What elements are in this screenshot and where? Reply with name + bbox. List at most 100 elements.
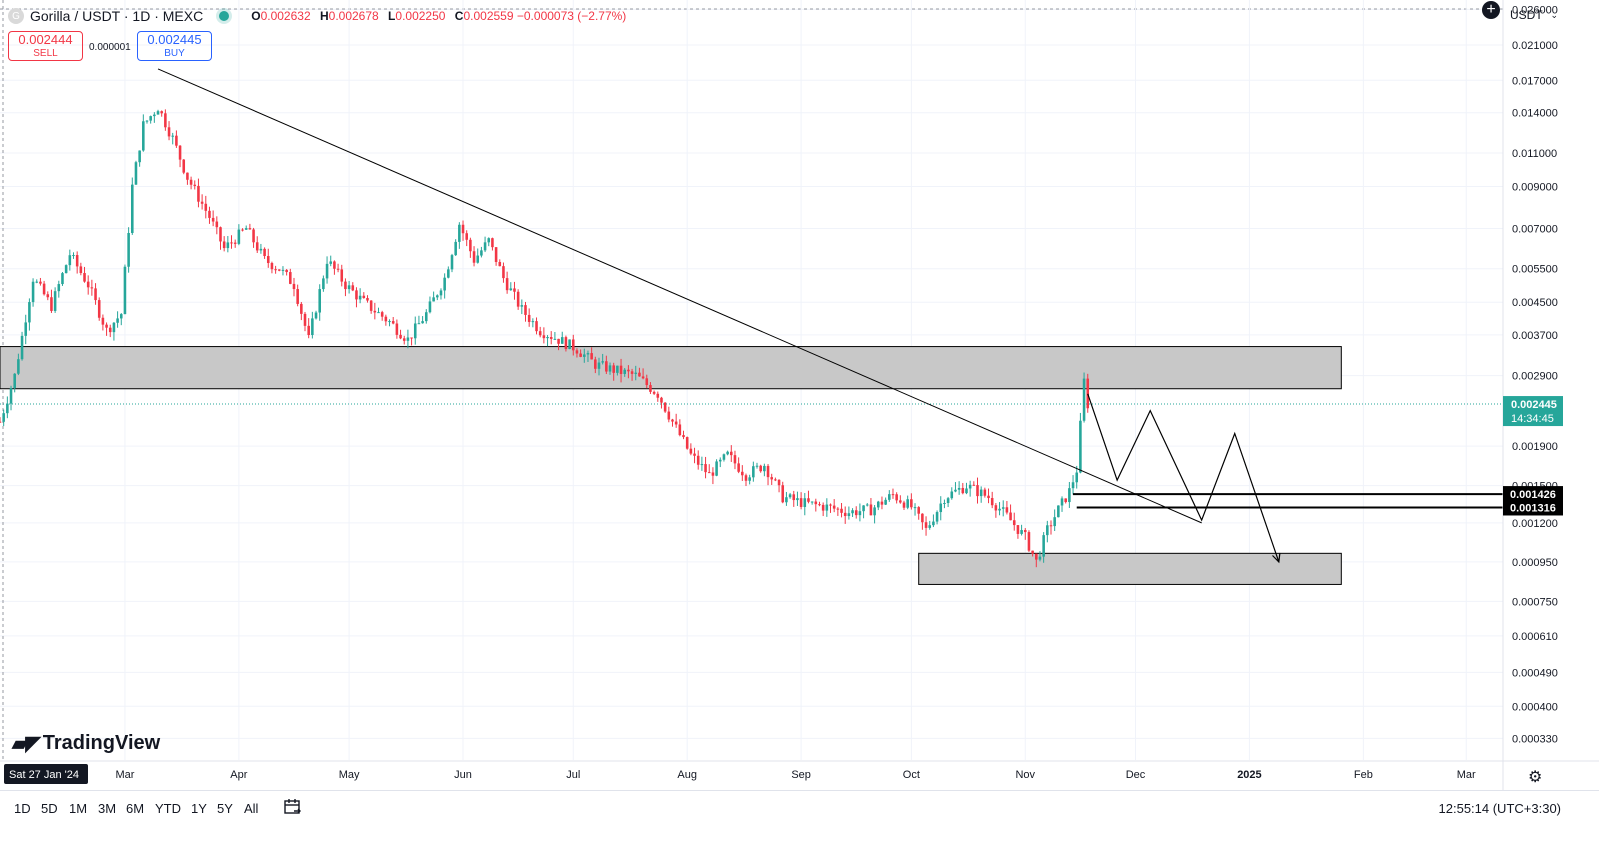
candle-body: [799, 498, 803, 507]
candle-body: [156, 111, 160, 115]
candle-body: [28, 302, 31, 323]
trendline: [157, 68, 1202, 524]
candle-body: [590, 353, 593, 360]
candle-body: [68, 255, 72, 266]
candle-body: [24, 322, 28, 336]
candle-body: [641, 376, 645, 379]
candle-body: [1075, 472, 1079, 483]
candle-body: [241, 229, 244, 231]
currency-selector[interactable]: USDT ⌄: [1504, 4, 1564, 26]
range-button-1y[interactable]: 1Y: [191, 801, 207, 816]
sell-button[interactable]: 0.002444 SELL: [8, 31, 83, 61]
price-tick-label: 0.000330: [1512, 733, 1558, 745]
range-button-5d[interactable]: 5D: [41, 801, 58, 816]
candle-body: [770, 477, 773, 480]
range-button-ytd[interactable]: YTD: [155, 801, 181, 816]
current-price-badge: [1503, 396, 1563, 427]
gear-icon[interactable]: ⚙: [1528, 769, 1543, 786]
candle-body: [1064, 498, 1067, 503]
candle-body: [1046, 525, 1049, 536]
candle-body: [961, 487, 965, 494]
candle-body: [119, 314, 123, 319]
time-tick-label: Nov: [1015, 769, 1035, 781]
candle-body: [366, 298, 369, 301]
range-button-1m[interactable]: 1M: [69, 801, 88, 816]
candle-body: [638, 372, 641, 377]
price-tick-label: 0.001200: [1512, 518, 1558, 530]
candle-body: [149, 116, 152, 121]
candle-body: [373, 310, 377, 313]
candle-body: [987, 495, 990, 499]
clock-timezone[interactable]: 12:55:14 (UTC+3:30): [1438, 801, 1561, 816]
candle-body: [575, 350, 579, 354]
tradingview-logo: ▰◤ TradingView: [12, 731, 160, 756]
candle-body: [131, 184, 134, 233]
candle-body: [990, 498, 994, 506]
candle-body: [307, 325, 310, 336]
candle-body: [384, 316, 388, 322]
candle-body: [968, 484, 972, 489]
candle-body: [612, 365, 615, 373]
candle-body: [663, 402, 667, 412]
candle-body: [847, 513, 851, 517]
projection-arrowhead: [1272, 552, 1281, 564]
candle-body: [865, 504, 869, 506]
candle-body: [461, 224, 465, 234]
candle-body: [733, 455, 737, 464]
candle-body: [781, 485, 785, 503]
calendar-icon[interactable]: [283, 797, 303, 817]
candle-body: [671, 419, 674, 422]
candle-body: [340, 269, 344, 282]
symbol-logo-icon: G: [8, 8, 24, 24]
candle-body: [998, 508, 1001, 511]
level-label: 0.001316: [1510, 502, 1556, 514]
plus-icon[interactable]: +: [1482, 1, 1500, 19]
candle-body: [505, 278, 509, 291]
candle-body: [549, 337, 553, 339]
candle-body: [94, 288, 97, 301]
range-button-1d[interactable]: 1D: [14, 801, 31, 816]
buy-button[interactable]: 0.002445 BUY: [137, 31, 212, 61]
candle-body: [715, 461, 718, 476]
candle-body: [134, 162, 138, 185]
candle-body: [752, 466, 755, 478]
candle-body: [424, 312, 428, 322]
candle-body: [899, 500, 902, 503]
candle-body: [57, 284, 61, 292]
candle-body: [1060, 498, 1064, 506]
candle-body: [1042, 535, 1045, 557]
symbol-title[interactable]: Gorilla / USDT · 1D · MEXC: [30, 8, 204, 24]
candle-body: [696, 455, 700, 465]
candle-body: [553, 338, 557, 340]
candle-body: [571, 339, 575, 351]
candle-body: [469, 239, 472, 252]
candle-body: [42, 283, 46, 295]
range-button-6m[interactable]: 6M: [126, 801, 145, 816]
candle-body: [303, 313, 307, 326]
candle-body: [259, 248, 263, 251]
range-button-3m[interactable]: 3M: [98, 801, 117, 816]
candle-body: [1020, 530, 1023, 534]
candle-body: [410, 337, 413, 339]
candle-body: [682, 435, 685, 438]
range-button-all[interactable]: All: [244, 801, 259, 816]
candle-body: [377, 312, 380, 314]
bottom-toolbar: [0, 790, 1599, 831]
candle-body: [380, 312, 384, 317]
candle-body: [810, 501, 814, 503]
countdown-label: 14:34:45: [1511, 413, 1554, 425]
range-button-5y[interactable]: 5Y: [217, 801, 233, 816]
time-tick-label: 2025: [1237, 769, 1261, 781]
candle-body: [90, 287, 94, 289]
candle-body: [20, 335, 24, 360]
candle-body: [693, 453, 696, 456]
candle-body: [601, 361, 604, 363]
candle-body: [527, 314, 531, 322]
candle-body: [766, 465, 770, 478]
candle-body: [656, 393, 660, 398]
candle-body: [0, 421, 2, 423]
candle-body: [281, 269, 285, 271]
candle-body: [630, 371, 634, 374]
candle-body: [748, 477, 751, 481]
